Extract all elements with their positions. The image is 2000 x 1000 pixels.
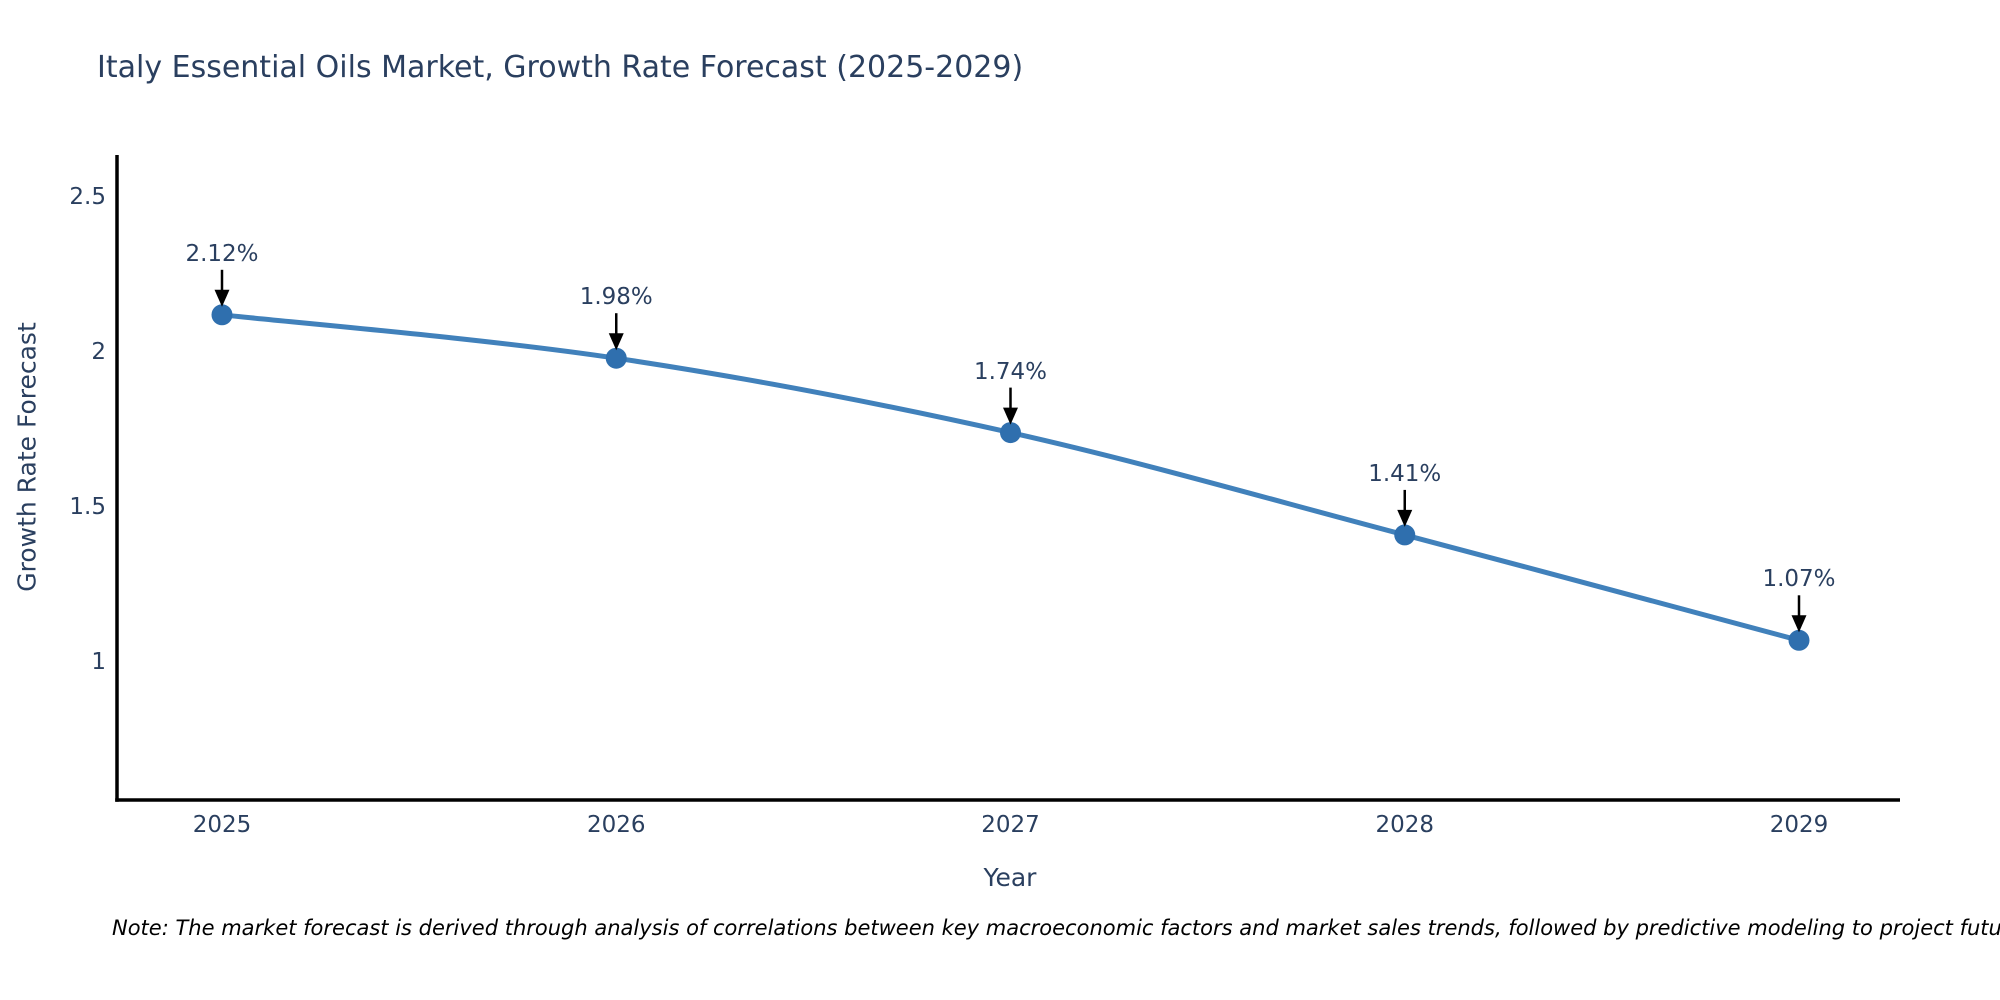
x-tick-label: 2026 (586, 812, 646, 838)
x-tick-label: 2029 (1769, 812, 1829, 838)
data-point-marker (1000, 422, 1021, 444)
point-value-label: 1.98% (579, 284, 653, 311)
point-value-label: 1.41% (1368, 460, 1442, 487)
y-tick-label: 1 (91, 649, 106, 675)
annotation-arrow-head (214, 289, 230, 307)
x-tick-label: 2028 (1375, 812, 1435, 838)
annotation-arrow-head (1791, 615, 1807, 633)
x-axis-title: Year (983, 863, 1037, 892)
y-tick-label: 1.5 (69, 494, 106, 520)
x-tick-label: 2027 (981, 812, 1040, 838)
annotation-arrow-head (1397, 509, 1413, 527)
data-point-marker (605, 347, 627, 369)
footnote: Note: The market forecast is derived thr… (112, 916, 2000, 940)
point-value-label: 1.07% (1762, 566, 1836, 593)
data-point-marker (1394, 524, 1416, 546)
point-value-label: 2.12% (185, 240, 259, 267)
annotation-arrow-head (1003, 407, 1018, 425)
x-tick-label: 2025 (192, 812, 252, 838)
annotation-arrow-head (608, 333, 624, 351)
y-tick-label: 2 (91, 339, 106, 365)
y-tick-label: 2.5 (69, 184, 106, 210)
point-value-label: 1.74% (973, 358, 1048, 385)
chart-title: Italy Essential Oils Market, Growth Rate… (97, 50, 1024, 85)
data-point-marker (211, 304, 233, 326)
data-point-marker (1788, 629, 1810, 651)
